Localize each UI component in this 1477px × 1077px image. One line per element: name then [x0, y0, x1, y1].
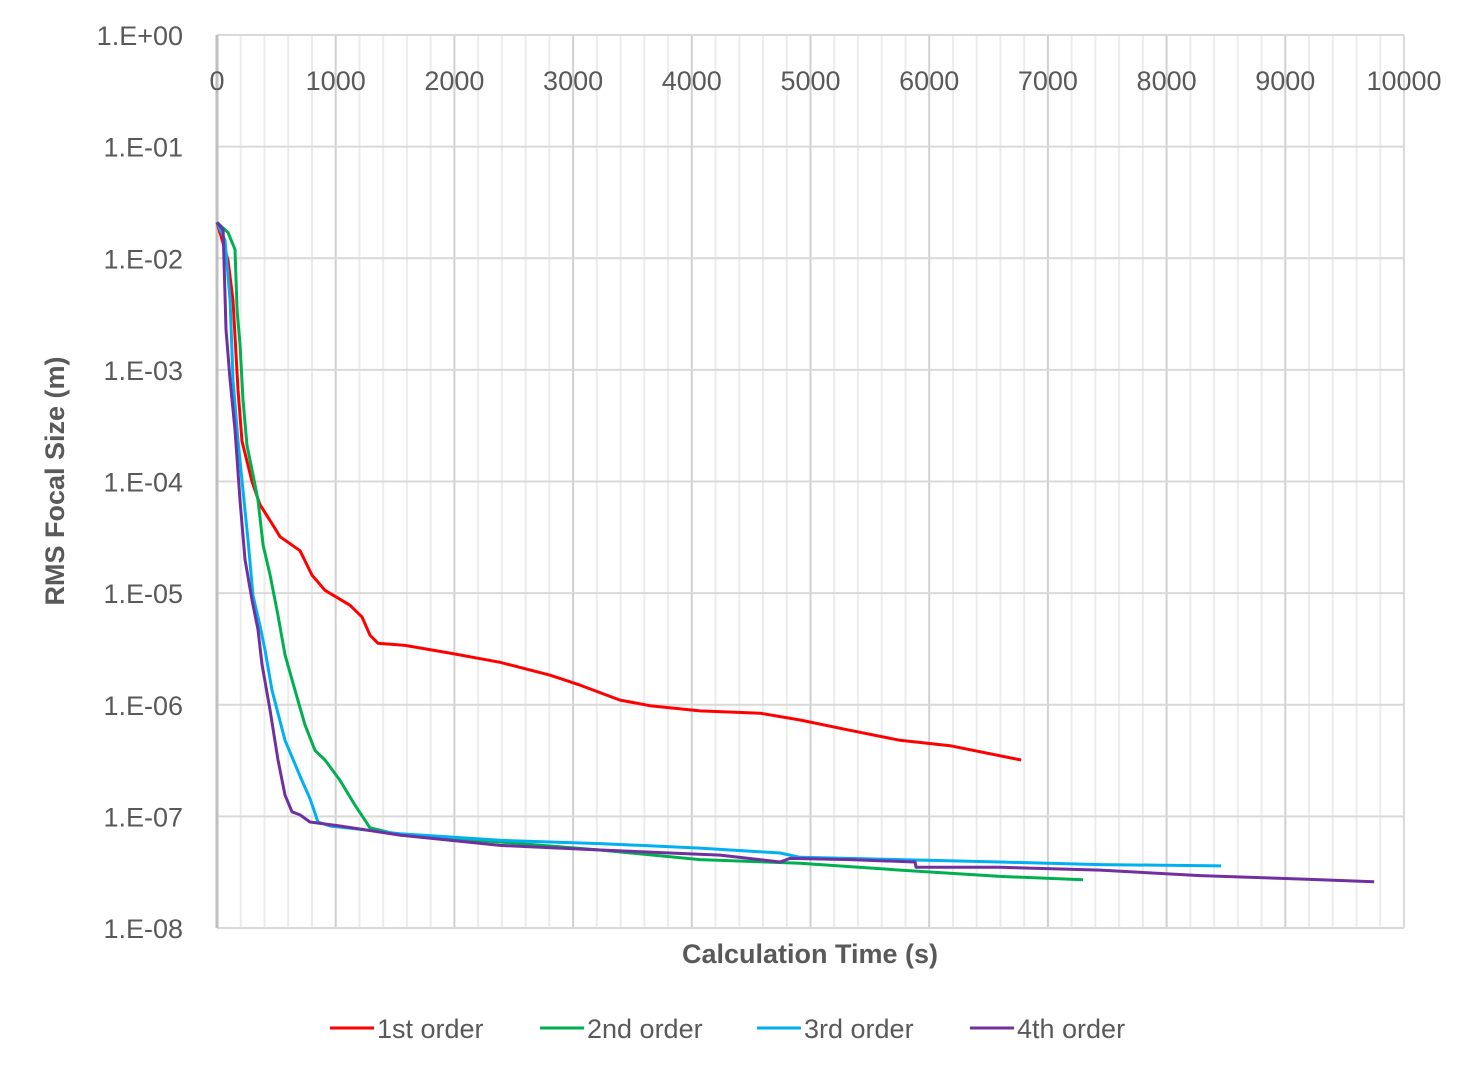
- legend-label: 2nd order: [587, 1014, 703, 1044]
- y-tick-label: 1.E-05: [103, 579, 183, 609]
- x-tick-label: 3000: [543, 66, 603, 96]
- y-axis-ticks: 1.E+00 1.E-01 1.E-02 1.E-03 1.E-04 1.E-05 1.E-…: [97, 21, 183, 944]
- x-tick-label: 10000: [1366, 66, 1441, 96]
- x-tick-label: 2000: [424, 66, 484, 96]
- legend-item: 4th order: [970, 1014, 1125, 1044]
- x-tick-label: 8000: [1137, 66, 1197, 96]
- y-tick-label: 1.E+00: [97, 21, 183, 51]
- legend: 1st order 2nd order 3rd order 4th order: [330, 1014, 1125, 1044]
- y-axis-title: RMS Focal Size (m): [40, 356, 70, 605]
- legend-item: 3rd order: [757, 1014, 914, 1044]
- x-tick-label: 9000: [1255, 66, 1315, 96]
- x-axis-ticks: 0 1000 2000 3000 4000 5000 6000 7000 8000 9000 100…: [209, 66, 1441, 96]
- y-tick-label: 1.E-04: [103, 468, 183, 498]
- y-tick-label: 1.E-07: [103, 802, 183, 832]
- y-tick-label: 1.E-01: [103, 133, 183, 163]
- x-tick-label: 1000: [306, 66, 366, 96]
- series-line-3rd-order: [215, 221, 1222, 868]
- series-line-1st-order: [215, 221, 1022, 762]
- legend-item: 2nd order: [540, 1014, 703, 1044]
- x-tick-label: 6000: [899, 66, 959, 96]
- series-line-4th-order: [215, 221, 1375, 884]
- x-tick-label: 7000: [1018, 66, 1078, 96]
- y-tick-label: 1.E-02: [103, 244, 183, 274]
- legend-label: 3rd order: [804, 1014, 914, 1044]
- y-tick-label: 1.E-08: [103, 914, 183, 944]
- gridlines: [215, 34, 1405, 929]
- legend-label: 1st order: [377, 1014, 484, 1044]
- x-tick-label: 5000: [780, 66, 840, 96]
- legend-item: 1st order: [330, 1014, 484, 1044]
- series-lines: [215, 221, 1375, 884]
- y-tick-label: 1.E-06: [103, 691, 183, 721]
- series-line-2nd-order: [215, 221, 1084, 882]
- legend-label: 4th order: [1017, 1014, 1125, 1044]
- y-tick-label: 1.E-03: [103, 356, 183, 386]
- x-axis-title: Calculation Time (s): [682, 939, 938, 969]
- x-tick-label: 4000: [662, 66, 722, 96]
- x-tick-label: 0: [209, 66, 224, 96]
